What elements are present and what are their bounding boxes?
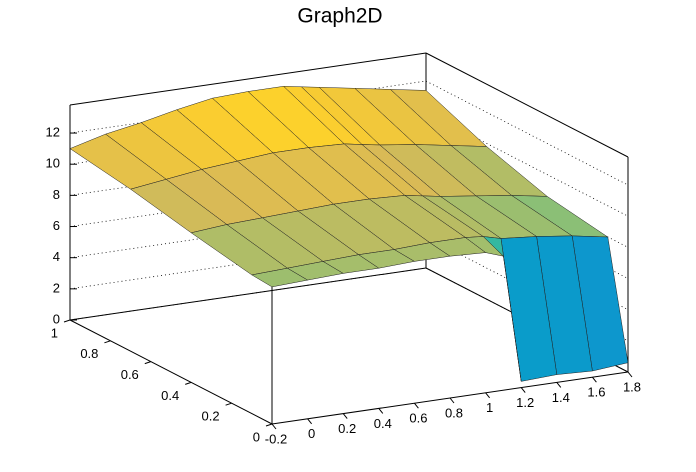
chart-title: Graph2D xyxy=(297,5,382,28)
x-tick-label: 0.6 xyxy=(409,411,427,426)
z-tick-label: 8 xyxy=(53,187,60,202)
x-tick-label: 0.2 xyxy=(338,421,356,436)
y-tick xyxy=(225,402,232,406)
x-tick xyxy=(449,397,455,404)
y-tick-label: 0.6 xyxy=(121,367,139,382)
x-tick xyxy=(485,392,490,399)
y-tick-label: 0 xyxy=(253,429,260,444)
x-tick-label: 1 xyxy=(486,400,493,415)
x-tick xyxy=(271,423,277,430)
y-tick-label: 1 xyxy=(51,325,58,340)
x-tick-label: 1.4 xyxy=(552,390,570,405)
x-tick-label: 1.8 xyxy=(623,379,641,394)
x-tick-label: 0.8 xyxy=(445,405,463,420)
x-tick xyxy=(307,418,312,425)
x-tick xyxy=(556,382,562,388)
surface-cell xyxy=(251,267,309,288)
x-tick-label: 1.2 xyxy=(516,395,534,410)
y-tick xyxy=(104,340,111,344)
x-tick xyxy=(378,408,384,414)
z-tick-label: 12 xyxy=(46,124,60,139)
y-tick-label: 0.4 xyxy=(161,388,179,403)
y-tick xyxy=(144,361,151,365)
box-edge xyxy=(69,267,427,321)
y-axis xyxy=(69,319,273,425)
z-tick-label: 4 xyxy=(53,249,60,264)
x-tick xyxy=(342,413,348,419)
y-tick xyxy=(185,381,192,385)
x-tick-label: -0.2 xyxy=(265,431,287,446)
z-tick-label: 10 xyxy=(46,156,60,171)
box-edge xyxy=(69,52,427,106)
x-tick xyxy=(520,387,526,393)
x-tick-label: 0.4 xyxy=(374,416,392,431)
z-tick-label: 0 xyxy=(53,311,60,326)
x-tick xyxy=(592,376,597,383)
z-tick-label: 6 xyxy=(53,218,60,233)
x-tick-label: 0 xyxy=(308,426,315,441)
y-tick xyxy=(63,319,71,323)
y-tick xyxy=(265,423,273,427)
y-tick-label: 0.2 xyxy=(202,409,220,424)
x-tick-label: 1.6 xyxy=(587,385,605,400)
z-tick-label: 2 xyxy=(53,280,60,295)
box-edge xyxy=(425,52,629,158)
y-tick-label: 0.8 xyxy=(80,346,98,361)
x-tick xyxy=(414,402,419,409)
x-tick xyxy=(627,371,633,378)
